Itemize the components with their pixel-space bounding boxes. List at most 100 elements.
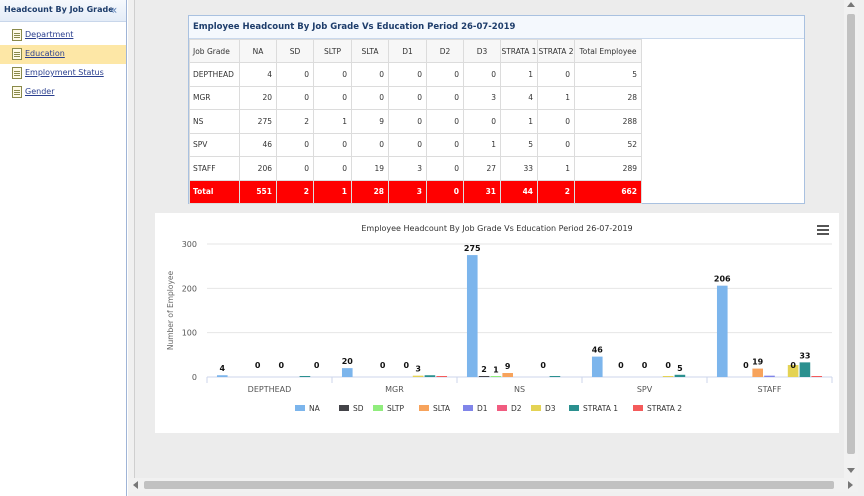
sidebar-item-department[interactable]: Department <box>0 26 126 45</box>
sidebar-item-label[interactable]: Department <box>25 30 74 39</box>
table-cell: 0 <box>276 156 314 181</box>
table-cell: 0 <box>313 132 352 157</box>
data-label: 9 <box>505 362 511 371</box>
column-header[interactable]: D3 <box>463 39 501 63</box>
bar <box>662 376 674 377</box>
table-cell: 0 <box>276 62 314 87</box>
x-tick-label: DEPTHEAD <box>248 385 292 394</box>
column-header[interactable]: Total Employee <box>574 39 642 63</box>
table-cell: 275 <box>239 109 277 134</box>
column-header[interactable]: SLTP <box>313 39 352 63</box>
column-header[interactable]: Job Grade <box>189 39 240 63</box>
data-label: 19 <box>752 358 764 367</box>
table-row[interactable]: STAFF 206 0 0 19 3 0 27 33 1 289 <box>189 156 642 181</box>
vertical-scroll-thumb[interactable] <box>847 14 855 454</box>
total-cell: Total <box>189 179 240 204</box>
sidebar-item-gender[interactable]: Gender <box>0 83 126 102</box>
column-header[interactable]: D2 <box>426 39 464 63</box>
legend-swatch <box>497 405 507 411</box>
bar <box>299 376 311 377</box>
sidebar-title: Headcount By Job Grade <box>4 5 114 14</box>
bar <box>341 368 353 377</box>
bar-chart: Employee Headcount By Job Grade Vs Educa… <box>166 224 833 413</box>
y-tick-label: 300 <box>182 240 197 249</box>
table-cell: 0 <box>426 85 464 110</box>
horizontal-scrollbar[interactable] <box>128 478 858 492</box>
table-cell: 0 <box>463 62 501 87</box>
column-header[interactable]: STRATA 2 <box>537 39 575 63</box>
document-icon <box>12 48 22 60</box>
hamburger-menu-icon[interactable] <box>817 225 829 235</box>
table-row[interactable]: SPV 46 0 0 0 0 0 1 5 0 52 <box>189 132 642 157</box>
scroll-right-arrow-icon[interactable] <box>848 481 853 489</box>
x-tick-label: STAFF <box>757 385 781 394</box>
sidebar-item-label[interactable]: Gender <box>25 87 55 96</box>
legend-label: D3 <box>545 404 556 413</box>
table-cell: DEPTHEAD <box>189 62 240 87</box>
vertical-scrollbar[interactable] <box>844 0 858 478</box>
sidebar-item-label[interactable]: Education <box>25 49 65 58</box>
table-cell: 0 <box>313 85 352 110</box>
headcount-table-panel: Employee Headcount By Job Grade Vs Educa… <box>188 15 805 204</box>
scroll-down-arrow-icon[interactable] <box>847 468 855 473</box>
total-cell: 1 <box>313 179 352 204</box>
legend-swatch <box>373 405 383 411</box>
data-label: 0 <box>618 361 624 370</box>
total-cell: 3 <box>388 179 427 204</box>
legend-swatch <box>295 405 305 411</box>
sidebar-item-education[interactable]: Education <box>0 45 126 64</box>
total-cell: 2 <box>537 179 575 204</box>
chart-title: Employee Headcount By Job Grade Vs Educa… <box>361 224 632 233</box>
data-label: 5 <box>677 364 683 373</box>
bar <box>799 362 811 377</box>
bar <box>787 365 799 377</box>
bar <box>811 376 823 377</box>
table-cell: 288 <box>574 109 642 134</box>
legend-label: SLTA <box>433 404 451 413</box>
table-cell: 0 <box>388 62 427 87</box>
table-row[interactable]: MGR 20 0 0 0 0 0 3 4 1 28 <box>189 85 642 110</box>
legend-label: D2 <box>511 404 522 413</box>
table-cell: 0 <box>537 109 575 134</box>
column-header[interactable]: D1 <box>388 39 427 63</box>
column-header[interactable]: NA <box>239 39 277 63</box>
column-header[interactable]: SD <box>276 39 314 63</box>
data-label: 2 <box>481 365 487 374</box>
legend-label: NA <box>309 404 321 413</box>
bar <box>216 375 228 377</box>
scroll-up-arrow-icon[interactable] <box>847 2 855 7</box>
data-label: 1 <box>493 366 499 375</box>
table-cell: 0 <box>537 132 575 157</box>
horizontal-scroll-thumb[interactable] <box>144 481 834 489</box>
sidebar-item-employment-status[interactable]: Employment Status <box>0 64 126 83</box>
sidebar-item-label[interactable]: Employment Status <box>25 68 104 77</box>
column-header[interactable]: SLTA <box>351 39 389 63</box>
scroll-left-arrow-icon[interactable] <box>133 481 138 489</box>
data-label: 33 <box>799 351 810 360</box>
double-chevron-left-icon[interactable]: « <box>110 3 118 17</box>
table-cell: 0 <box>426 132 464 157</box>
table-cell: 0 <box>351 132 389 157</box>
data-label: 275 <box>464 244 481 253</box>
table-cell: 9 <box>351 109 389 134</box>
data-label: 3 <box>415 365 421 374</box>
legend-swatch <box>339 405 349 411</box>
table-cell: 0 <box>463 109 501 134</box>
table-row[interactable]: DEPTHEAD 4 0 0 0 0 0 0 1 0 5 <box>189 62 642 87</box>
table-cell: 52 <box>574 132 642 157</box>
table-cell: 0 <box>313 156 352 181</box>
table-cell: 1 <box>537 156 575 181</box>
data-label: 0 <box>790 361 796 370</box>
table-row[interactable]: NS 275 2 1 9 0 0 0 1 0 288 <box>189 109 642 134</box>
data-label: 0 <box>743 361 749 370</box>
bar <box>466 255 478 377</box>
total-cell: 551 <box>239 179 277 204</box>
data-label: 0 <box>314 361 320 370</box>
legend-label: STRATA 1 <box>583 404 618 413</box>
total-cell: 28 <box>351 179 389 204</box>
total-cell: 31 <box>463 179 501 204</box>
legend-swatch <box>419 405 429 411</box>
column-header[interactable]: STRATA 1 <box>500 39 538 63</box>
table-cell: 0 <box>426 62 464 87</box>
sidebar-header: Headcount By Job Grade « <box>0 0 126 22</box>
